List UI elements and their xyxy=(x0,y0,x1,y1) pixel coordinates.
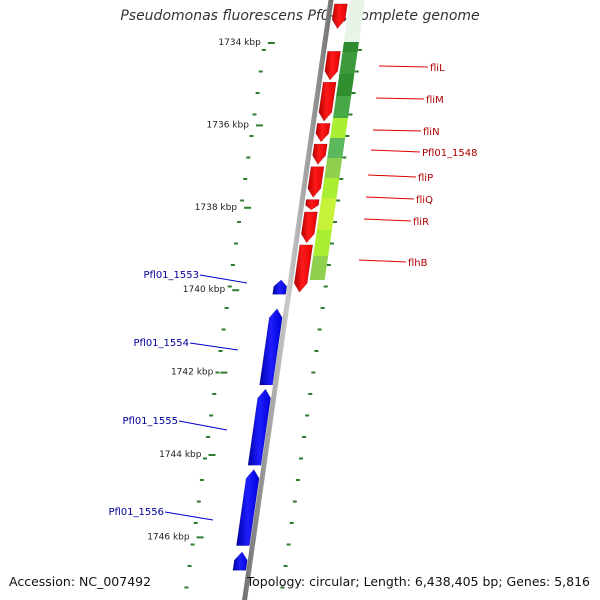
gc-segment xyxy=(336,74,355,96)
gc-segment xyxy=(327,138,346,158)
scale-tick-label: 1740 kbp xyxy=(183,285,226,295)
gc-segment xyxy=(343,0,365,42)
gc-segment xyxy=(339,52,358,74)
reverse-gene-label: Pfl01_1554 xyxy=(133,338,189,349)
reverse-gene-arrow xyxy=(232,551,248,571)
forward-gene-label-line xyxy=(378,65,429,68)
reverse-gene-label: Pfl01_1553 xyxy=(143,270,199,281)
accession-text: Accession: NC_007492 xyxy=(9,574,152,589)
forward-gene-label-line xyxy=(358,259,407,263)
forward-gene-arrow xyxy=(293,244,314,293)
forward-gene-label: fliN xyxy=(423,127,440,138)
gc-segment xyxy=(321,178,340,198)
gc-segment xyxy=(309,256,329,280)
forward-gene-arrow xyxy=(307,166,325,198)
forward-gene-arrow xyxy=(324,50,341,81)
scale-tick-label: 1746 kbp xyxy=(147,532,190,542)
forward-gene-label-line xyxy=(372,129,422,132)
gc-segment xyxy=(324,158,343,178)
gc-segment xyxy=(316,198,337,230)
scale-tick-label: 1734 kbp xyxy=(218,38,261,48)
forward-gene-arrow xyxy=(312,143,328,165)
forward-gene-arrow xyxy=(301,211,318,244)
forward-gene-label-line xyxy=(375,97,425,100)
forward-gene-label-line xyxy=(370,149,421,153)
reverse-gene-label-line xyxy=(189,342,239,351)
forward-gene-arrow xyxy=(315,123,331,143)
forward-gene-label: fliM xyxy=(426,95,444,106)
labels-layer: fliL fliM fliN Pfl01_1548 fliP fliQ fliR flhB Pf… xyxy=(108,63,478,521)
forward-gene-label-line xyxy=(363,218,412,222)
scale-ticks-layer: 1734 kbp 1736 kbp 1738 kbp 1740 kbp 1742 kbp… xyxy=(147,38,362,589)
reverse-gene-label: Pfl01_1555 xyxy=(122,416,178,427)
map-title: Pseudomonas fluorescens Pf0-1, complete … xyxy=(120,8,480,24)
scale-tick-label: 1736 kbp xyxy=(207,120,250,130)
forward-gene-arrow xyxy=(305,199,320,211)
backbone-layer xyxy=(242,0,334,600)
forward-gene-label: fliR xyxy=(413,217,429,228)
gc-segment xyxy=(342,42,359,52)
forward-gene-label: fliQ xyxy=(416,195,433,206)
scale-tick-label: 1738 kbp xyxy=(195,203,238,213)
gc-segment xyxy=(313,230,332,256)
reverse-gene-label-line xyxy=(164,511,214,521)
genome-summary-text: Topology: circular; Length: 6,438,405 bp… xyxy=(246,574,590,589)
gc-segment xyxy=(330,118,349,138)
gc-segment xyxy=(333,96,352,118)
forward-gene-label: flhB xyxy=(408,258,428,269)
reverse-gene-label-line xyxy=(199,274,248,284)
reverse-gene-arrow xyxy=(272,279,288,295)
scale-tick-label: 1742 kbp xyxy=(171,368,214,378)
forward-gene-arrow xyxy=(318,81,337,122)
reverse-gene-label-line xyxy=(178,420,228,431)
forward-gene-label-line xyxy=(367,174,417,178)
reverse-gene-arrow xyxy=(236,468,260,546)
forward-gene-label: fliL xyxy=(430,63,445,74)
forward-gene-label: Pfl01_1548 xyxy=(422,148,478,159)
reverse-gene-label: Pfl01_1556 xyxy=(108,507,164,518)
forward-gene-label: fliP xyxy=(418,173,433,184)
genes-layer xyxy=(232,3,348,571)
forward-gene-label-line xyxy=(365,196,415,200)
genome-backbone xyxy=(242,0,334,600)
scale-tick-label: 1744 kbp xyxy=(159,450,202,460)
gc-content-layer xyxy=(309,0,365,280)
reverse-gene-arrow xyxy=(247,388,271,466)
forward-gene-arrow xyxy=(331,3,348,30)
reverse-gene-arrow xyxy=(259,308,283,386)
